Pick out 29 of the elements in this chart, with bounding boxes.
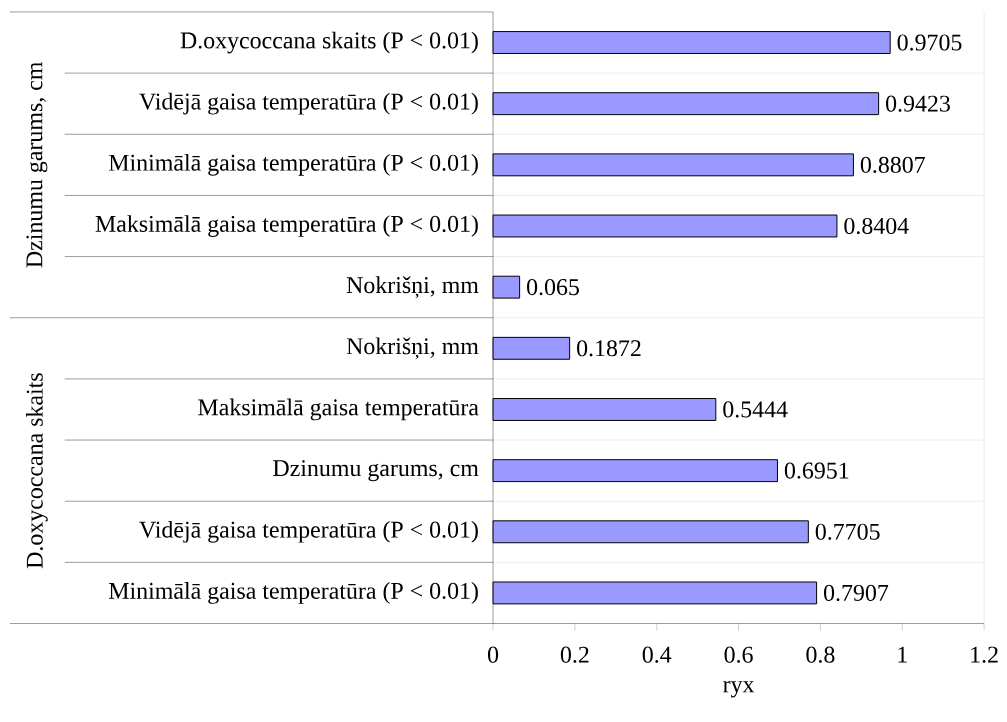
y-tick-label: Dzinumu garums, cm xyxy=(273,460,479,482)
y-tick-label: Vidējā gaisa temperatūra (P < 0.01) xyxy=(139,520,478,543)
data-label: 0.1872 xyxy=(577,340,641,357)
x-tick-label: 1 xyxy=(898,646,907,663)
data-label: 0.8807 xyxy=(860,156,925,173)
x-tick-label: 0 xyxy=(487,646,499,663)
y-tick-label: D.oxycoccana skaits (P < 0.01) xyxy=(180,31,478,54)
y-tick-label: Minimālā gaisa temperatūra (P < 0.01) xyxy=(108,582,478,604)
x-axis-title: ryx xyxy=(723,680,755,698)
y-tick-label: Minimālā gaisa temperatūra (P < 0.01) xyxy=(108,153,478,176)
x-tick-label: 0.6 xyxy=(724,646,753,663)
x-tick-label: 0.8 xyxy=(806,646,835,663)
y-tick-label: Nokrišņi, mm xyxy=(346,337,479,360)
y-tick-label: Vidējā gaisa temperatūra (P < 0.01) xyxy=(139,92,478,115)
y-tick-label: Maksimālā gaisa temperatūra xyxy=(198,398,479,421)
data-label: 0.7705 xyxy=(815,523,880,540)
data-label: 0.5444 xyxy=(723,401,788,418)
data-label: 0.8404 xyxy=(844,217,909,235)
y-tick-label: Nokrišņi, mm xyxy=(346,276,479,298)
y-tick-label: Maksimālā gaisa temperatūra (P < 0.01) xyxy=(95,215,478,237)
data-label: 0.9705 xyxy=(897,34,962,51)
data-label: 0.9423 xyxy=(886,95,950,112)
x-tick-label: 1.2 xyxy=(971,646,998,663)
data-label: 0.7907 xyxy=(823,584,889,602)
x-tick-label: 0.4 xyxy=(642,646,672,663)
x-tick-label: 0.2 xyxy=(560,646,589,663)
data-label: 0.6951 xyxy=(784,462,849,479)
data-label: 0.065 xyxy=(527,278,579,296)
text: D.oxycoccana skaits xyxy=(25,373,48,569)
